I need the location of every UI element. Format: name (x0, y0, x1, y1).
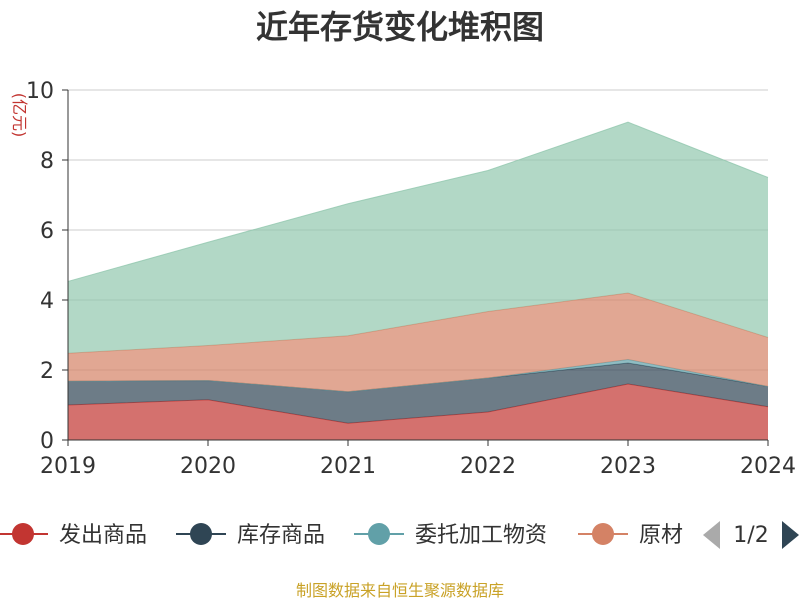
y-tick-label: 2 (40, 359, 54, 384)
x-tick-label: 2020 (180, 454, 236, 479)
y-tick-label: 8 (40, 149, 54, 174)
legend: 发出商品 库存商品 委托加工物资 原材 (0, 523, 683, 548)
chart-title: 近年存货变化堆积图 (256, 8, 544, 46)
legend-label: 发出商品 (59, 523, 147, 548)
legend-page-indicator: 1/2 (733, 523, 768, 548)
y-axis-label: (亿元) (10, 93, 29, 138)
x-tick-label: 2023 (600, 454, 656, 479)
y-tick-label: 10 (26, 79, 54, 104)
x-tick-label: 2022 (460, 454, 516, 479)
stacked-areas (67, 121, 769, 440)
legend-swatch-marker (592, 523, 614, 545)
y-tick-label: 6 (40, 219, 54, 244)
area-series-1 (68, 363, 768, 424)
y-tick-label: 4 (40, 289, 54, 314)
legend-label: 库存商品 (237, 523, 325, 548)
axes: 0 2 4 6 8 10 2019 2020 2021 2022 2023 2024 (26, 79, 796, 479)
legend-swatch-marker (190, 523, 212, 545)
x-tick-label: 2019 (40, 454, 96, 479)
y-tick-label: 0 (40, 429, 54, 454)
legend-item: 原材 (578, 523, 683, 548)
series-line-4 (67, 121, 769, 282)
x-tick-label: 2021 (320, 454, 376, 479)
next-page-icon[interactable] (782, 521, 799, 549)
legend-swatch-marker (12, 523, 34, 545)
legend-label: 原材 (639, 523, 683, 548)
prev-page-icon[interactable] (703, 521, 720, 549)
area-series-3 (68, 293, 768, 392)
x-tick-label: 2024 (740, 454, 796, 479)
legend-item: 库存商品 (176, 523, 325, 548)
area-series-0 (68, 384, 768, 440)
area-series-4 (68, 122, 768, 354)
legend-pager: 1/2 (703, 521, 799, 549)
legend-swatch-marker (368, 523, 390, 545)
legend-item: 委托加工物资 (354, 523, 547, 548)
legend-item: 发出商品 (0, 523, 147, 548)
source-note: 制图数据来自恒生聚源数据库 (296, 581, 504, 600)
legend-label: 委托加工物资 (415, 523, 547, 548)
legend-items: 发出商品 库存商品 委托加工物资 原材 (0, 523, 683, 548)
